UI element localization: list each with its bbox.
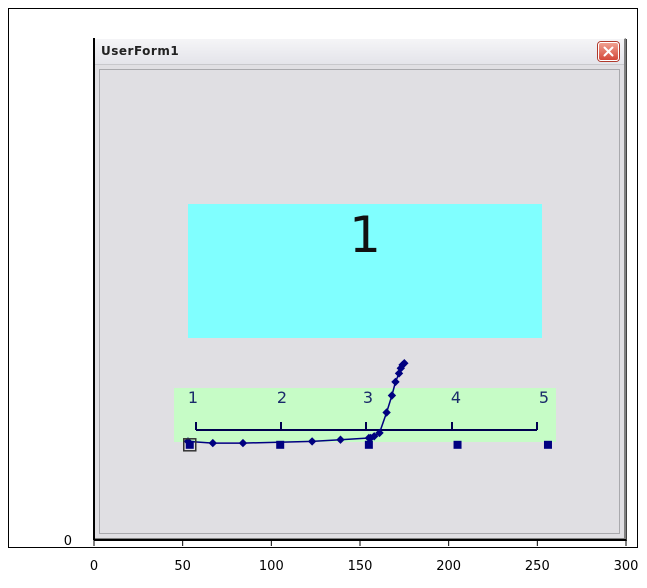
scale-label: 1 <box>188 388 198 407</box>
data-point <box>364 440 373 449</box>
data-point <box>387 391 397 400</box>
scale-label: 3 <box>363 388 373 407</box>
data-point <box>543 440 552 449</box>
data-point <box>375 428 384 438</box>
data-point <box>185 440 194 449</box>
data-point <box>391 377 400 387</box>
data-point <box>238 438 248 448</box>
series <box>183 359 552 452</box>
x-tick-label: 100 <box>259 559 284 574</box>
x-tick-label: 50 <box>174 559 191 574</box>
userform-window[interactable]: UserForm1 1 <box>94 38 626 540</box>
close-button[interactable] <box>598 42 619 61</box>
scale-label: 4 <box>451 388 461 407</box>
scale-panel <box>174 388 556 442</box>
close-icon <box>603 46 614 57</box>
x-tick-label: 300 <box>614 559 639 574</box>
form-titlebar[interactable]: UserForm1 <box>95 39 624 65</box>
y-tick-label: 0 <box>64 534 72 549</box>
x-tick-label: 150 <box>348 559 373 574</box>
number-display-panel: 1 <box>188 204 542 338</box>
big-number-label: 1 <box>349 206 381 264</box>
x-tick-label: 0 <box>90 559 98 574</box>
form-client-area <box>99 69 620 534</box>
form-title: UserForm1 <box>101 44 180 58</box>
x-tick-label: 250 <box>525 559 550 574</box>
x-tick-label: 200 <box>436 559 461 574</box>
data-point <box>307 437 317 446</box>
data-point <box>382 408 391 417</box>
scale-group: 1 2 3 4 5 <box>188 388 549 431</box>
data-point <box>369 432 379 441</box>
scale-label: 5 <box>539 388 549 407</box>
axes: 0 50 100 150 200 250 300 0 <box>64 38 639 574</box>
scale-label: 2 <box>277 388 287 407</box>
data-point <box>400 359 409 368</box>
data-point <box>336 435 345 444</box>
data-point <box>453 440 462 449</box>
data-point <box>208 438 218 448</box>
selected-point-outline <box>183 438 197 452</box>
data-point <box>276 440 285 449</box>
